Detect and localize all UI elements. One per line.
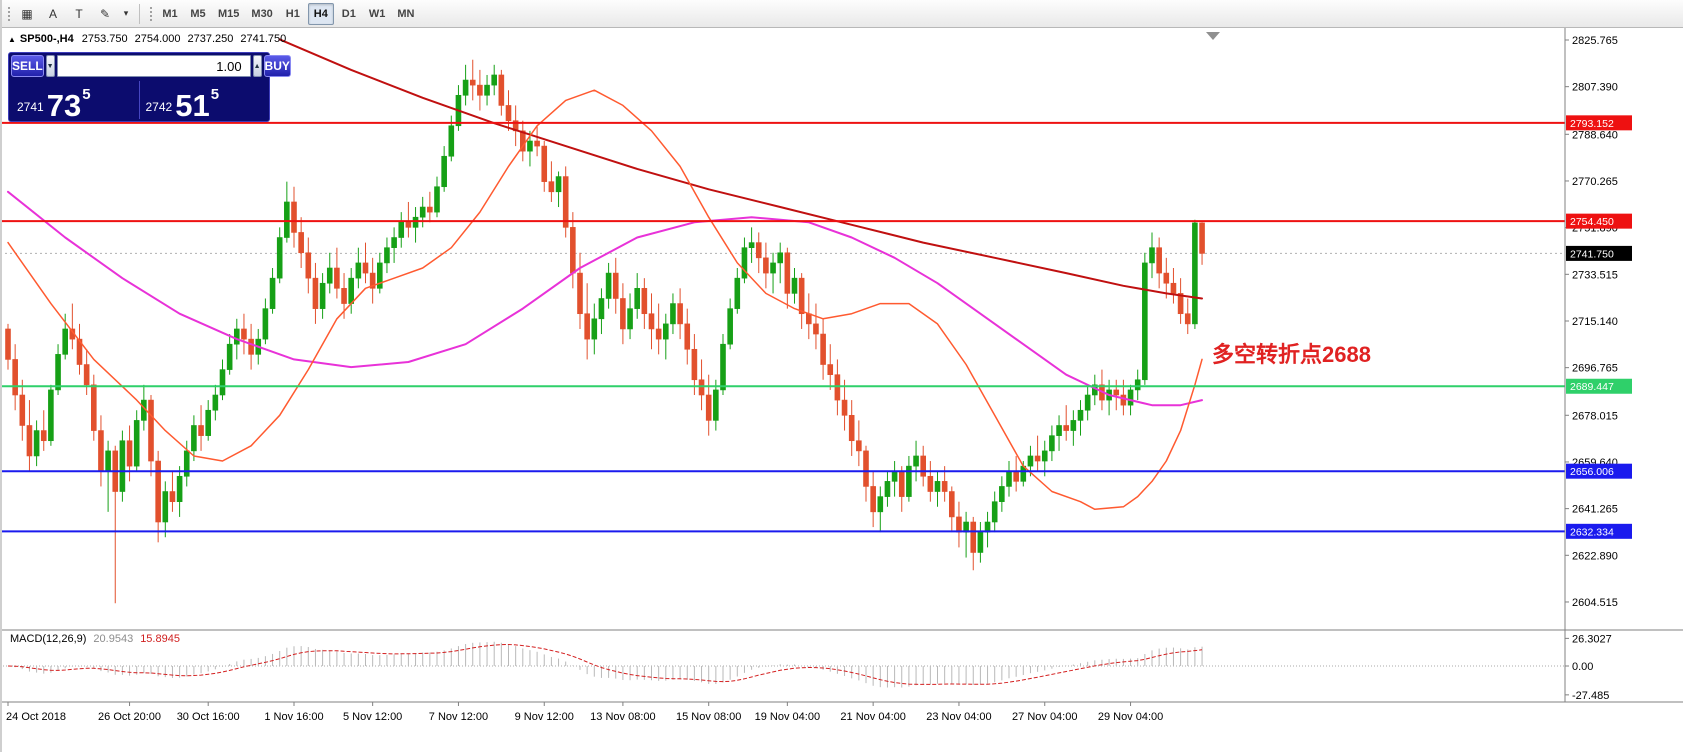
pencil-tool-icon[interactable]: ✎ (93, 3, 117, 25)
tf-m1-button[interactable]: M1 (157, 3, 183, 25)
volume-decrease-button[interactable]: ▼ (45, 55, 55, 77)
ohlc-open: 2753.750 (81, 33, 128, 45)
macd-name: MACD(12,26,9) (10, 633, 87, 645)
ma-line-medium (7, 190, 1203, 407)
ask-price[interactable]: 2742 51 5 (140, 78, 268, 121)
symbol-label: SP500-,H4 (19, 33, 74, 45)
quote-divider (138, 80, 140, 119)
svg-text:26 Oct 20:00: 26 Oct 20:00 (98, 711, 161, 723)
svg-text:2689.447: 2689.447 (1570, 381, 1614, 393)
price-tag-level: 2754.450 (1566, 213, 1632, 229)
tf-d1-button[interactable]: D1 (336, 3, 362, 25)
panel-toggle-icon[interactable]: ▲ (8, 35, 16, 44)
toolbar-grip[interactable] (6, 4, 11, 23)
toolbar-separator (139, 3, 140, 24)
tf-h4-button[interactable]: H4 (307, 2, 334, 25)
ohlc-low: 2737.250 (187, 33, 234, 45)
window-border (0, 0, 2, 752)
time-axis[interactable]: 24 Oct 2018 26 Oct 20:00 30 Oct 16:00 1 Nov… (6, 702, 1163, 723)
svg-text:2696.765: 2696.765 (1572, 363, 1618, 375)
svg-text:-27.485: -27.485 (1572, 690, 1609, 702)
svg-text:26.3027: 26.3027 (1572, 633, 1612, 645)
svg-text:23 Nov 04:00: 23 Nov 04:00 (926, 711, 991, 723)
tf-w1-button[interactable]: W1 (364, 3, 391, 25)
svg-text:2793.152: 2793.152 (1570, 118, 1614, 130)
toolbar-grip[interactable] (148, 4, 153, 23)
bid-pip-digit: 5 (82, 86, 91, 103)
price-tag-level: 2632.334 (1566, 523, 1632, 539)
svg-text:2788.640: 2788.640 (1572, 129, 1618, 141)
main-plot (0, 38, 1565, 604)
tf-m5-button[interactable]: M5 (185, 3, 211, 25)
bid-big-digits: 73 (46, 87, 82, 123)
svg-text:2632.334: 2632.334 (1570, 526, 1614, 538)
cursor-a-icon[interactable]: A (41, 3, 65, 25)
price-tag-level: 2689.447 (1566, 378, 1632, 394)
chart-window: 2825.765 2807.390 2788.640 2770.265 2751.890… (0, 28, 1683, 752)
svg-text:29 Nov 04:00: 29 Nov 04:00 (1098, 711, 1163, 723)
buy-button[interactable]: BUY (263, 55, 291, 77)
symbol-ohlc-line: ▲ SP500-,H4 2753.750 2754.000 2737.250 2741.7… (8, 33, 293, 45)
ma-line-fast (7, 89, 1203, 511)
svg-text:2604.515: 2604.515 (1572, 597, 1618, 609)
svg-text:2825.765: 2825.765 (1572, 35, 1618, 47)
pencil-dropdown-icon[interactable]: ▾ (119, 3, 133, 25)
bid-price[interactable]: 2741 73 5 (11, 78, 139, 121)
svg-text:0.00: 0.00 (1572, 661, 1593, 673)
toolbar: ▦ A T ✎ ▾ M1 M5 M15 M30 H1 H4 D1 W1 MN (0, 0, 1683, 28)
price-tag-current: 2741.750 (1566, 245, 1632, 261)
svg-text:19 Nov 04:00: 19 Nov 04:00 (755, 711, 820, 723)
ohlc-close: 2741.750 (240, 33, 287, 45)
macd-indicator-label: MACD(12,26,9) 20.9543 15.8945 (10, 633, 180, 645)
svg-text:2622.890: 2622.890 (1572, 550, 1618, 562)
svg-text:5 Nov 12:00: 5 Nov 12:00 (343, 711, 402, 723)
svg-text:2678.015: 2678.015 (1572, 410, 1618, 422)
ask-prefix: 2742 (145, 100, 173, 114)
ohlc-high: 2754.000 (134, 33, 181, 45)
svg-text:13 Nov 08:00: 13 Nov 08:00 (590, 711, 655, 723)
svg-text:2733.515: 2733.515 (1572, 269, 1618, 281)
volume-increase-button[interactable]: ▲ (252, 55, 262, 77)
macd-main-value: 20.9543 (93, 633, 134, 645)
svg-text:30 Oct 16:00: 30 Oct 16:00 (177, 711, 240, 723)
chart-shift-marker-icon[interactable] (1206, 32, 1220, 40)
svg-text:2715.140: 2715.140 (1572, 316, 1618, 328)
bid-prefix: 2741 (17, 100, 44, 114)
svg-text:2754.450: 2754.450 (1570, 216, 1614, 228)
tf-h1-button[interactable]: H1 (280, 3, 306, 25)
price-chart[interactable]: 2825.7652807.3902788.6402770.2652751.890… (0, 28, 1683, 752)
horizontal-levels (0, 121, 1565, 533)
svg-text:2741.750: 2741.750 (1570, 248, 1614, 260)
svg-text:21 Nov 04:00: 21 Nov 04:00 (840, 711, 905, 723)
price-axis[interactable]: 2825.7652807.3902788.6402770.2652751.890… (1564, 28, 1632, 702)
macd-panel: 26.3027 0.00 -27.485 (0, 633, 1612, 702)
price-tag-level: 2793.152 (1566, 115, 1632, 131)
svg-text:2807.390: 2807.390 (1572, 82, 1618, 94)
chart-annotation-text[interactable]: 多空转折点2688 (1212, 342, 1371, 367)
charts-grid-icon[interactable]: ▦ (15, 3, 39, 25)
tf-mn-button[interactable]: MN (392, 3, 419, 25)
ask-big-digits: 51 (175, 87, 210, 123)
svg-text:7 Nov 12:00: 7 Nov 12:00 (429, 711, 488, 723)
macd-signal-value: 15.8945 (140, 633, 180, 645)
one-click-trade-panel: SELL ▼ ▲ BUY 2741 73 5 2742 51 5 (8, 52, 291, 122)
sell-button[interactable]: SELL (11, 55, 44, 77)
text-tool-icon[interactable]: T (67, 3, 91, 25)
ma-line-slow (278, 38, 1203, 300)
svg-text:15 Nov 08:00: 15 Nov 08:00 (676, 711, 741, 723)
ask-pip-digit: 5 (210, 86, 220, 103)
volume-input[interactable] (56, 55, 251, 77)
svg-text:24 Oct 2018: 24 Oct 2018 (6, 711, 66, 723)
price-tag-level: 2656.006 (1566, 463, 1632, 479)
svg-text:2770.265: 2770.265 (1572, 176, 1618, 188)
tf-m15-button[interactable]: M15 (213, 3, 244, 25)
svg-text:1 Nov 16:00: 1 Nov 16:00 (264, 711, 323, 723)
svg-text:2656.006: 2656.006 (1570, 466, 1614, 478)
svg-text:27 Nov 04:00: 27 Nov 04:00 (1012, 711, 1077, 723)
svg-text:9 Nov 12:00: 9 Nov 12:00 (515, 711, 574, 723)
svg-text:2641.265: 2641.265 (1572, 504, 1618, 516)
candles (5, 59, 1205, 604)
tf-m30-button[interactable]: M30 (246, 3, 277, 25)
